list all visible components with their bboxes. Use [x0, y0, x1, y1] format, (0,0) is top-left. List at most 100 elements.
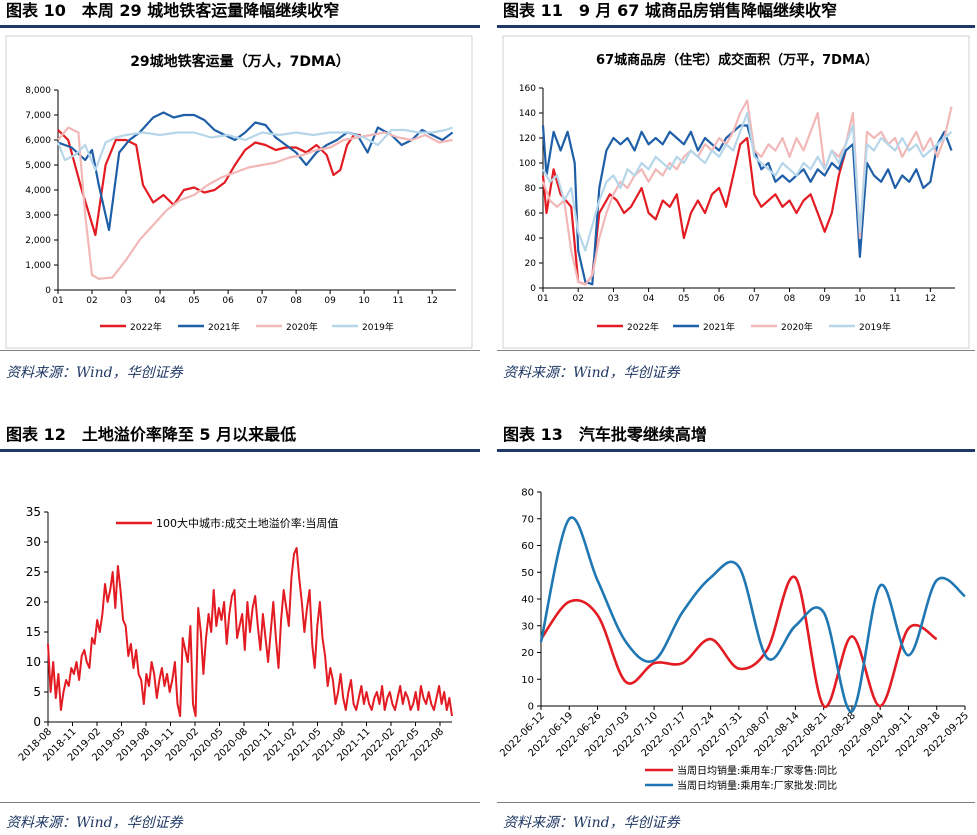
- series-line-1: [539, 516, 966, 713]
- y-tick-label: 0: [528, 702, 534, 713]
- y-tick-label: 100: [519, 159, 536, 169]
- y-tick-label: 8,000: [25, 86, 51, 96]
- series-line-2: [541, 99, 953, 286]
- y-tick-label: 10: [26, 655, 41, 669]
- x-tick-label: 07: [256, 296, 267, 306]
- y-tick-label: 160: [519, 84, 536, 94]
- y-tick-label: 20: [521, 648, 534, 659]
- chart-title: 29城地铁客运量（万人，7DMA）: [130, 53, 350, 70]
- x-tick-label: 10: [854, 294, 866, 304]
- panel-title: 图表 12 土地溢价率降至 5 月以来最低: [0, 424, 480, 452]
- source-note: 资料来源：Wind，华创证券: [503, 815, 680, 831]
- x-tick-label: 01: [537, 294, 548, 304]
- separator: [0, 350, 480, 351]
- source-note: 资料来源：Wind，华创证券: [6, 365, 183, 381]
- y-tick-label: 5,000: [25, 161, 51, 171]
- legend-label: 2022年: [130, 321, 162, 333]
- x-tick-label: 04: [154, 296, 166, 306]
- x-tick-label: 06: [713, 294, 725, 304]
- panel-title: 图表 10 本周 29 城地铁客运量降幅继续收窄: [0, 0, 480, 28]
- series-line-0: [541, 136, 847, 286]
- y-tick-label: 0: [45, 286, 51, 296]
- y-tick-label: 60: [525, 209, 537, 219]
- x-tick-label: 07: [749, 294, 760, 304]
- y-tick-label: 30: [521, 621, 534, 632]
- legend-label: 2019年: [362, 321, 394, 333]
- x-tick-label: 02: [572, 294, 583, 304]
- y-tick-label: 60: [521, 541, 534, 552]
- legend-label: 2021年: [208, 321, 240, 333]
- legend-label: 当周日均销量:乘用车:厂家零售:同比: [677, 764, 837, 777]
- chart-housing: 67城商品房（住宅）成交面积（万平，7DMA） 0204060801001201…: [502, 35, 970, 349]
- y-tick-label: 40: [525, 234, 537, 244]
- legend-label: 2020年: [286, 321, 318, 333]
- x-tick-label: 11: [392, 296, 403, 306]
- x-tick-label: 03: [120, 296, 131, 306]
- chart-frame: [502, 35, 970, 349]
- y-tick-label: 0: [530, 284, 536, 294]
- x-tick-label: 05: [678, 294, 689, 304]
- x-tick-label: 12: [426, 296, 437, 306]
- chart-auto: 010203040506070802022-06-122022-06-19202…: [498, 488, 971, 793]
- y-tick-label: 6,000: [25, 136, 51, 146]
- chart-frame: [5, 35, 473, 349]
- y-tick-label: 120: [519, 134, 536, 144]
- source-note: 资料来源：Wind，华创证券: [503, 365, 680, 381]
- panel-auto: 图表 13 汽车批零继续高增 0 10 20 30 40 50 60 70 80 2022-06-…: [497, 424, 975, 835]
- x-tick-label: 06: [222, 296, 234, 306]
- series-line-2: [57, 126, 453, 280]
- x-tick-label: 09: [819, 294, 831, 304]
- x-tick-label: 11: [889, 294, 900, 304]
- y-tick-label: 40: [521, 595, 534, 606]
- panel-housing: 图表 11 9 月 67 城商品房销售降幅继续收窄 67城商品房（住宅）成交面积…: [497, 0, 975, 392]
- legend-label: 2019年: [859, 321, 891, 333]
- y-tick-label: 50: [521, 568, 534, 579]
- y-tick-label: 35: [26, 505, 41, 519]
- x-tick-label: 08: [784, 294, 796, 304]
- y-tick-label: 5: [33, 685, 41, 699]
- legend-label: 当周日均销量:乘用车:厂家批发:同比: [677, 779, 837, 792]
- legend-label: 2020年: [781, 321, 813, 333]
- y-tick-label: 25: [26, 565, 41, 579]
- panel-land: 图表 12 土地溢价率降至 5 月以来最低 0 5 10 15 20 25 30 35 2018…: [0, 424, 480, 835]
- y-tick-label: 80: [521, 488, 534, 499]
- panel-title: 图表 11 9 月 67 城商品房销售降幅继续收窄: [497, 0, 975, 28]
- y-tick-label: 80: [525, 184, 537, 194]
- x-tick-label: 08: [290, 296, 302, 306]
- chart-land: 051015202530352018-082018-112019-022019-…: [17, 505, 453, 764]
- legend-label: 2022年: [627, 321, 659, 333]
- y-tick-label: 30: [26, 535, 41, 549]
- panel-title: 图表 13 汽车批零继续高增: [497, 424, 975, 452]
- series-line-0: [47, 547, 453, 717]
- y-tick-label: 3,000: [25, 211, 51, 221]
- y-tick-label: 70: [521, 514, 534, 525]
- y-tick-label: 140: [519, 109, 536, 119]
- x-tick-label: 12: [925, 294, 936, 304]
- x-tick-label: 03: [608, 294, 619, 304]
- x-tick-label: 05: [188, 296, 199, 306]
- y-tick-label: 15: [26, 625, 41, 639]
- y-tick-label: 20: [26, 595, 41, 609]
- source-note: 资料来源：Wind，华创证券: [6, 815, 183, 831]
- legend-label: 100大中城市:成交土地溢价率:当周值: [156, 516, 338, 530]
- chart-metro: 29城地铁客运量（万人，7DMA） 0 1,000 2,000 3,000 4,000 5…: [5, 35, 473, 349]
- series-line-0: [57, 129, 361, 237]
- series-line-3: [542, 111, 953, 252]
- y-tick-label: 0: [33, 715, 41, 729]
- y-tick-label: 2,000: [25, 236, 51, 246]
- separator: [497, 802, 975, 803]
- y-tick-label: 4,000: [25, 186, 51, 196]
- y-tick-label: 1,000: [25, 261, 51, 271]
- y-tick-label: 7,000: [25, 111, 51, 121]
- x-tick-label: 02: [86, 296, 97, 306]
- legend-label: 2021年: [703, 321, 735, 333]
- series-line-0: [539, 575, 938, 708]
- panel-metro: 图表 10 本周 29 城地铁客运量降幅继续收窄 29城地铁客运量（万人，7DM…: [0, 0, 480, 392]
- chart-title: 67城商品房（住宅）成交面积（万平，7DMA）: [596, 52, 878, 68]
- x-tick-label: 04: [643, 294, 655, 304]
- x-tick-label: 09: [324, 296, 336, 306]
- x-tick-label: 10: [358, 296, 370, 306]
- y-tick-label: 10: [521, 675, 534, 686]
- x-tick-label: 01: [52, 296, 63, 306]
- y-tick-label: 20: [525, 259, 537, 269]
